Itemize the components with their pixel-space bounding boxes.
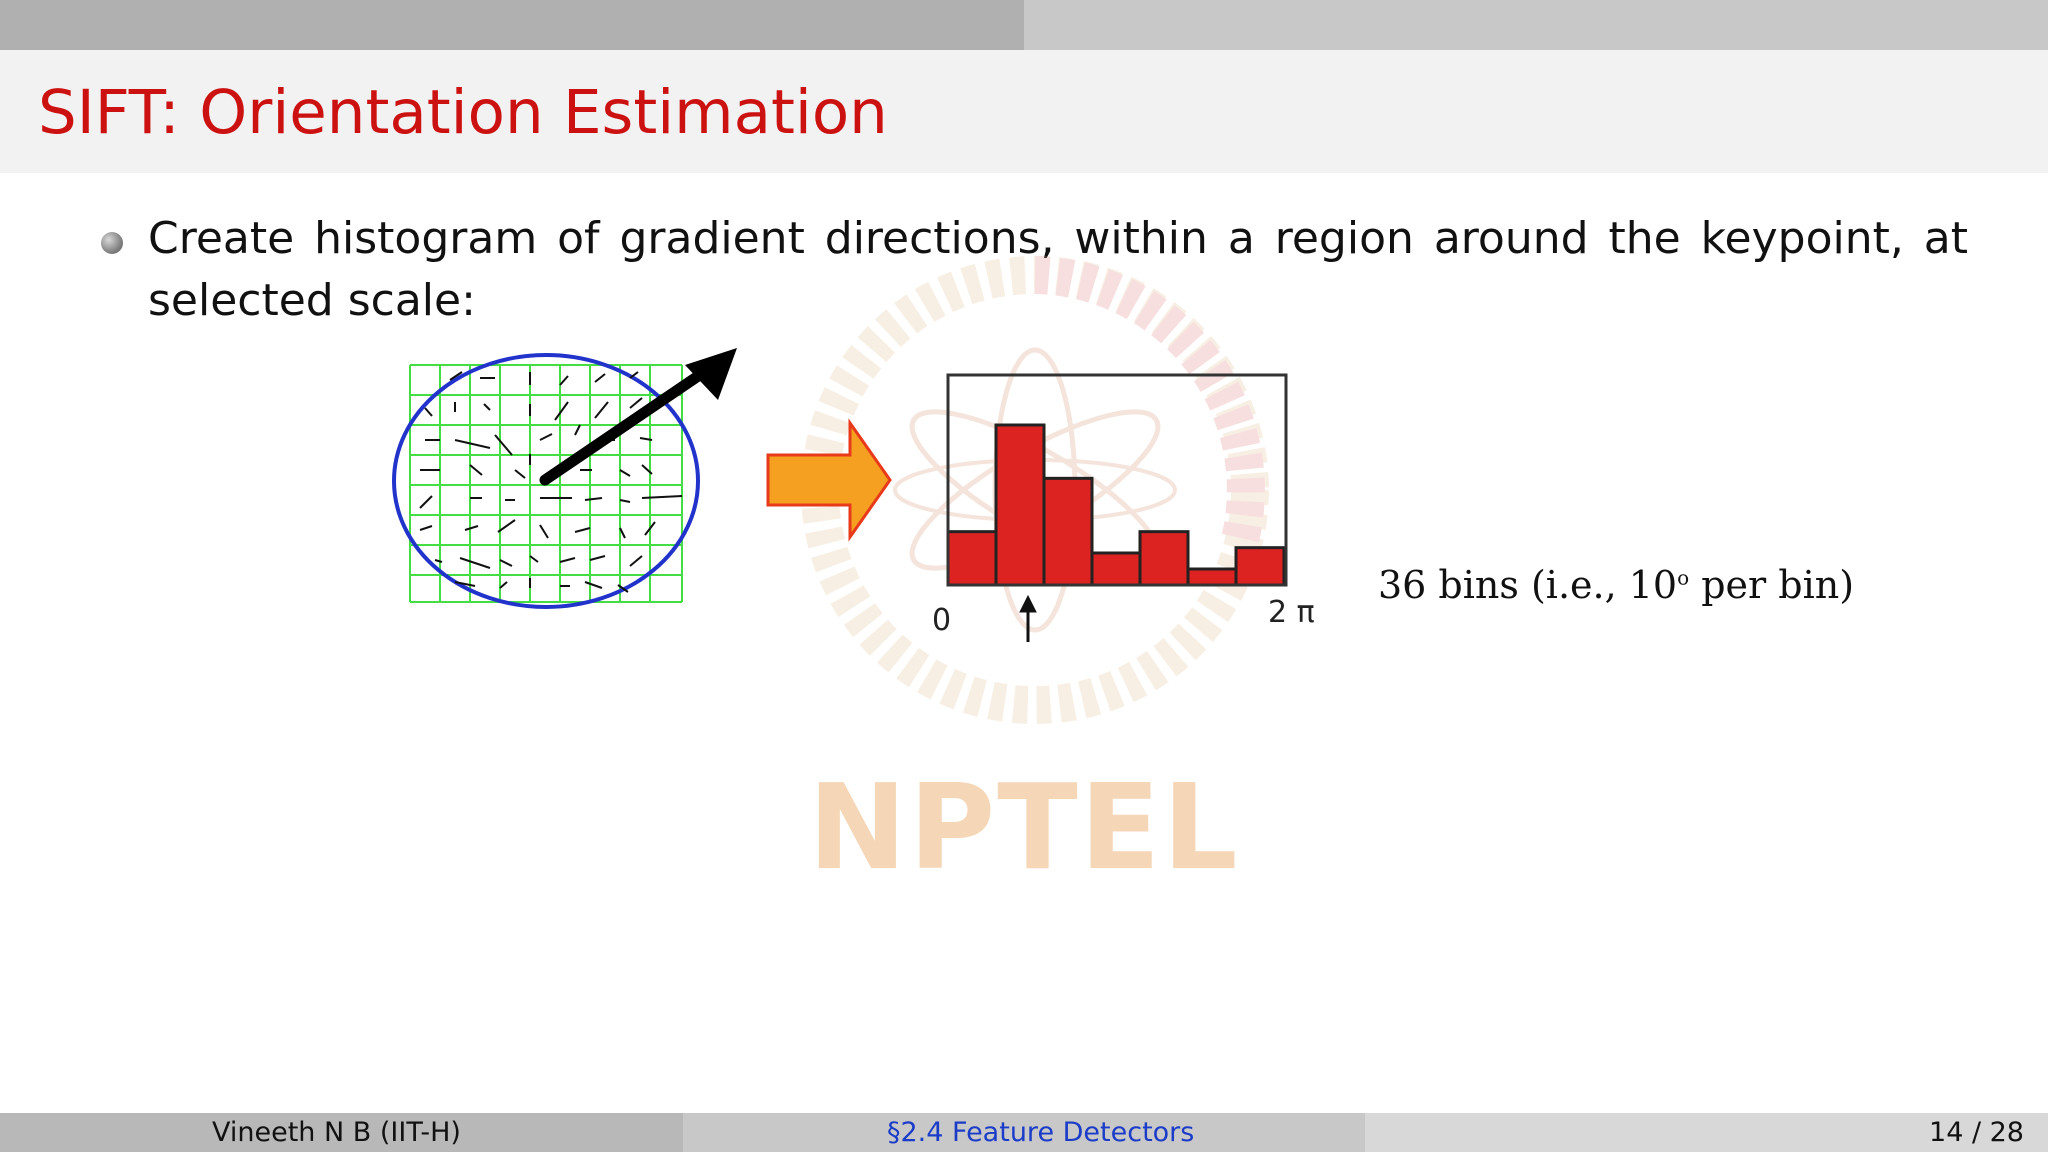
bullet-icon <box>101 232 123 254</box>
bins-label-suffix: per bin) <box>1689 563 1855 607</box>
histogram-bar <box>1138 530 1190 587</box>
gradient-arrows <box>419 371 683 593</box>
watermark-text: NPTEL <box>808 758 1240 896</box>
top-progress-bar <box>0 0 2048 50</box>
flow-arrow <box>766 418 892 542</box>
histogram-bar <box>1090 551 1142 587</box>
footer-author-section: Vineeth N B (IIT-H) <box>0 1113 683 1152</box>
footer-section-link[interactable]: §2.4 Feature Detectors <box>887 1117 1195 1148</box>
footer-page-panel: 14 / 28 <box>1365 1113 2048 1152</box>
histogram-bar <box>1234 546 1286 587</box>
footer-bar: Vineeth N B (IIT-H) §2.4 Feature Detecto… <box>0 1113 2048 1152</box>
footer-author: Vineeth N B (IIT-H) <box>212 1117 461 1148</box>
dominant-orientation-arrow <box>539 348 737 486</box>
axis-end-label: 2 π <box>1268 595 1315 630</box>
slide-title: SIFT: Orientation Estimation <box>38 77 888 148</box>
orientation-histogram <box>946 423 1286 587</box>
progress-segment-remaining <box>1024 0 2048 50</box>
orientation-figure: 0 2 π <box>392 348 1315 642</box>
peak-marker-arrow <box>1019 594 1037 642</box>
progress-segment-filled <box>0 0 1024 50</box>
histogram-frame <box>946 373 1288 587</box>
bullet-text: Create histogram of gradient directions,… <box>148 213 1968 326</box>
histogram-bar <box>1186 567 1238 587</box>
bins-label: 36 bins (i.e., 10o per bin) <box>1378 566 1854 604</box>
keypoint-region-ellipse <box>392 353 700 609</box>
histogram-bar <box>946 530 998 587</box>
title-bar <box>0 50 2048 173</box>
axis-start-label: 0 <box>932 603 951 638</box>
footer-section-panel: §2.4 Feature Detectors <box>683 1113 1365 1152</box>
degree-superscript: o <box>1677 565 1690 590</box>
gradient-grid <box>409 364 683 603</box>
histogram-bar <box>994 423 1046 587</box>
histogram-bar <box>1042 476 1094 587</box>
footer-page-number: 14 / 28 <box>1929 1117 2024 1148</box>
bins-label-prefix: 36 bins (i.e., 10 <box>1378 563 1678 607</box>
